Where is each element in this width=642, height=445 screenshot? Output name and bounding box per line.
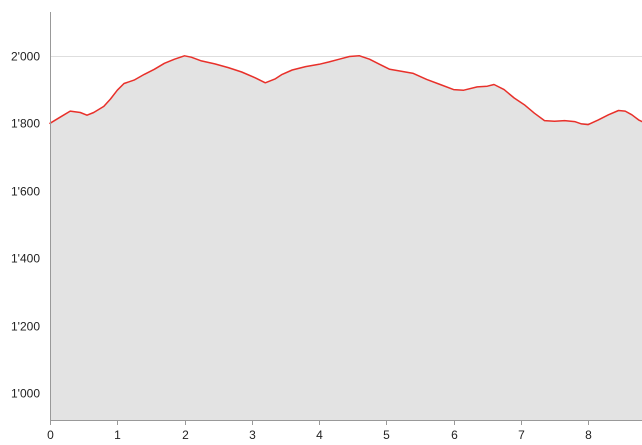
x-axis-tick-labels: 0 1 2 3 4 5 6 7 8	[47, 428, 592, 442]
y-tick-label: 1'600	[11, 185, 40, 199]
x-tick-label: 5	[383, 428, 390, 442]
y-tick-label: 2'000	[11, 50, 40, 64]
y-tick-label: 1'000	[11, 387, 40, 401]
y-tick-label: 1'800	[11, 117, 40, 131]
area-fill	[50, 55, 642, 421]
elevation-line	[49, 55, 642, 126]
y-tick-label: 1'200	[11, 320, 40, 334]
y-axis-tick-labels: 1'000 1'200 1'400 1'600 1'800 2'000	[11, 50, 40, 401]
x-tick-label: 8	[585, 428, 592, 442]
x-tick-label: 4	[316, 428, 323, 442]
x-tick-label: 3	[249, 428, 256, 442]
x-tick-label: 2	[182, 428, 189, 442]
x-tick-label: 0	[47, 428, 54, 442]
y-tick-label: 1'400	[11, 252, 40, 266]
axes	[50, 12, 642, 425]
x-tick-label: 6	[451, 428, 458, 442]
x-tick-label: 1	[114, 428, 121, 442]
area-series	[49, 55, 642, 421]
x-tick-label: 7	[518, 428, 525, 442]
